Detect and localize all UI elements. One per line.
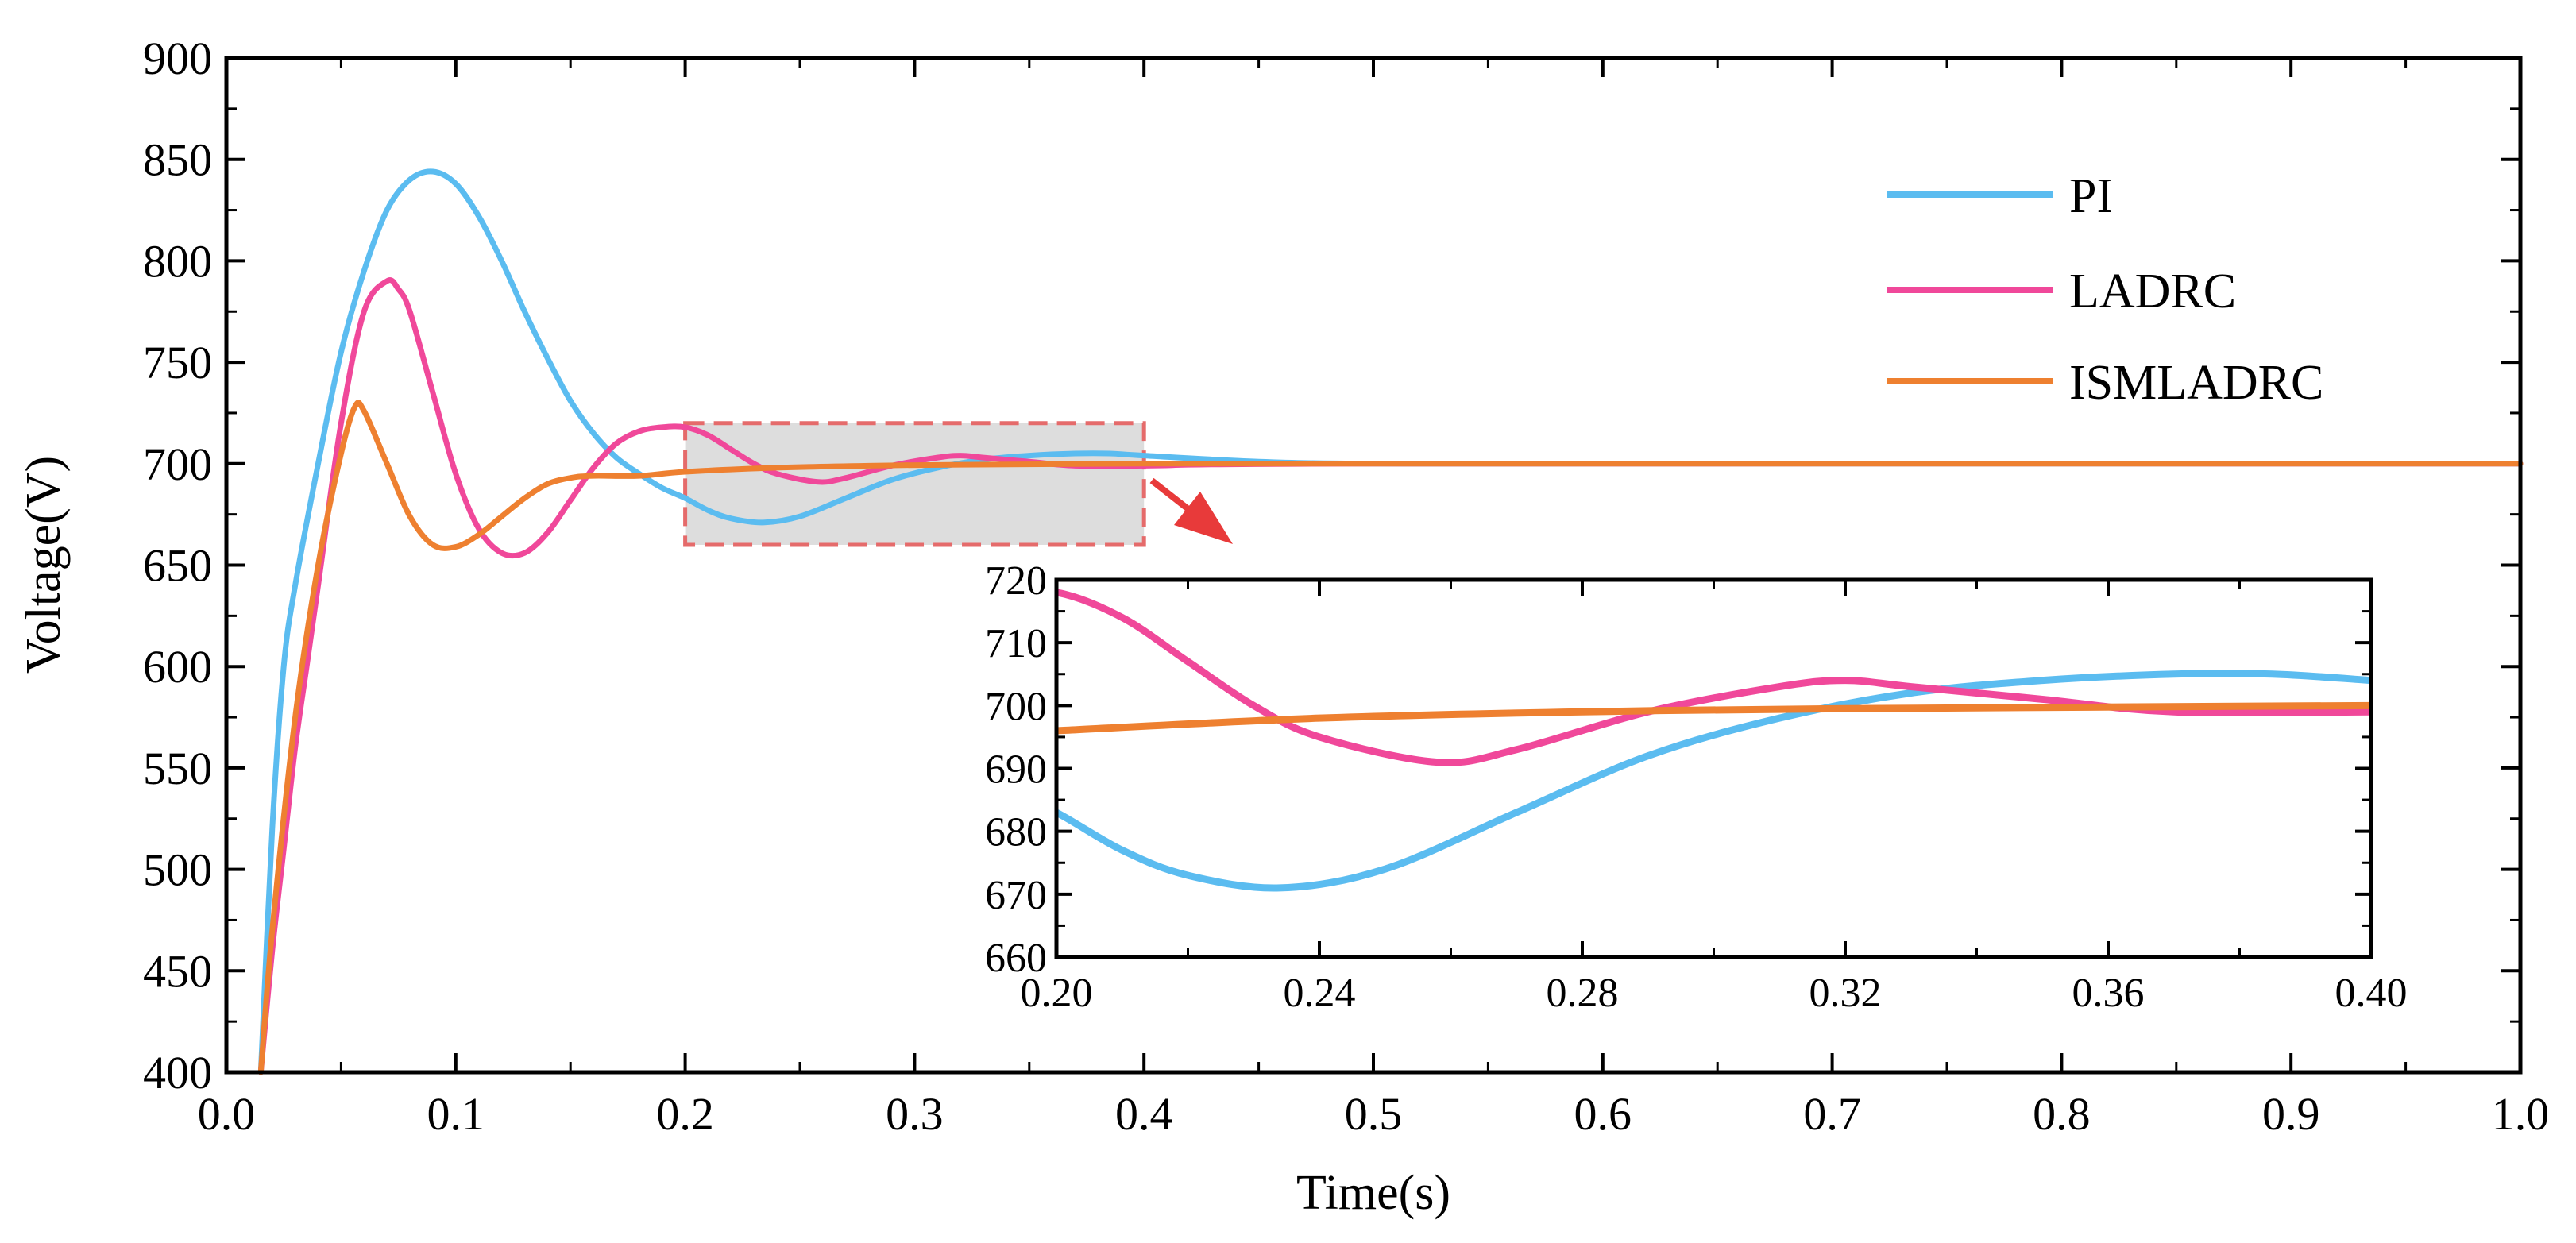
inset-x-tick-label: 0.36 xyxy=(2072,971,2145,1016)
inset-y-tick-label: 690 xyxy=(985,747,1047,793)
x-tick-label: 0.6 xyxy=(1574,1088,1632,1140)
x-tick-label: 1.0 xyxy=(2492,1088,2550,1140)
y-tick-label: 900 xyxy=(143,33,212,84)
x-tick-label: 0.7 xyxy=(1803,1088,1861,1140)
legend-label-pi: PI xyxy=(2069,169,2113,223)
y-tick-label: 550 xyxy=(143,743,212,794)
zoom-arrow xyxy=(1149,477,1233,544)
y-tick-label: 650 xyxy=(143,540,212,592)
inset-y-tick-label: 680 xyxy=(985,810,1047,855)
inset-x-tick-label: 0.40 xyxy=(2335,971,2408,1016)
inset-frame xyxy=(1054,577,2373,959)
y-tick-label: 500 xyxy=(143,844,212,896)
y-tick-label: 400 xyxy=(143,1047,212,1098)
main-series xyxy=(257,168,2524,1075)
inset-y-tick-label: 720 xyxy=(985,558,1047,604)
inset-y-tick-label: 660 xyxy=(985,936,1047,981)
inset-background xyxy=(1056,580,2371,957)
inset-y-tick-label: 700 xyxy=(985,684,1047,729)
x-axis-title: Time(s) xyxy=(1296,1166,1450,1220)
inset-x-tick-label: 0.20 xyxy=(1021,971,1093,1016)
y-tick-label: 600 xyxy=(143,641,212,693)
inset-y-tick-label: 710 xyxy=(985,621,1047,666)
x-tick-label: 0.2 xyxy=(656,1088,714,1140)
inset-x-tick-label: 0.24 xyxy=(1284,971,1356,1016)
highlight-region xyxy=(683,421,1146,547)
y-tick-label: 700 xyxy=(143,438,212,490)
legend-label-ladrc: LADRC xyxy=(2069,264,2236,318)
inset-y-tick-label: 670 xyxy=(985,873,1047,918)
zoom-arrow-head xyxy=(1174,492,1233,544)
y-tick-label: 450 xyxy=(143,945,212,997)
y-axis-title: Voltage(V) xyxy=(17,456,71,674)
x-tick-label: 0.4 xyxy=(1115,1088,1173,1140)
legend-label-ismladrc: ISMLADRC xyxy=(2069,356,2323,410)
x-tick-label: 0.3 xyxy=(886,1088,944,1140)
inset-series xyxy=(1056,589,2371,892)
inset-plot: 0.20 0.24 0.28 0.32 0.36 0.40 660 670 680 690 700 7… xyxy=(985,558,2408,1016)
main-plot-frame xyxy=(224,56,2523,1075)
y-tick-label: 750 xyxy=(143,337,212,388)
main-plot: 0.0 0.1 0.2 0.3 0.4 0.5 0.6 0.7 0.8 0.9 1.0 400 450 5… xyxy=(143,33,2549,1140)
inset-series-line-pi xyxy=(1056,670,2371,892)
x-tick-label: 0.8 xyxy=(2033,1088,2091,1140)
inset-x-tick-label: 0.32 xyxy=(1809,971,1882,1016)
inset-tick-labels: 0.20 0.24 0.28 0.32 0.36 0.40 660 670 680 690 700 7… xyxy=(985,558,2408,1016)
inset-series-line-ladrc xyxy=(1056,589,2371,766)
x-tick-label: 0.0 xyxy=(198,1088,256,1140)
legend: PI LADRC ISMLADRC xyxy=(1887,169,2323,410)
x-tick-label: 0.5 xyxy=(1345,1088,1403,1140)
x-tick-label: 0.9 xyxy=(2262,1088,2320,1140)
main-tick-labels: 0.0 0.1 0.2 0.3 0.4 0.5 0.6 0.7 0.8 0.9 1.0 400 450 5… xyxy=(143,33,2549,1140)
inset-x-tick-label: 0.28 xyxy=(1547,971,1619,1016)
x-tick-label: 0.1 xyxy=(427,1088,485,1140)
inset-series-line-ismladrc xyxy=(1056,701,2371,735)
y-tick-label: 850 xyxy=(143,134,212,186)
y-tick-label: 800 xyxy=(143,235,212,287)
series-line-ismladrc xyxy=(257,400,2524,1075)
